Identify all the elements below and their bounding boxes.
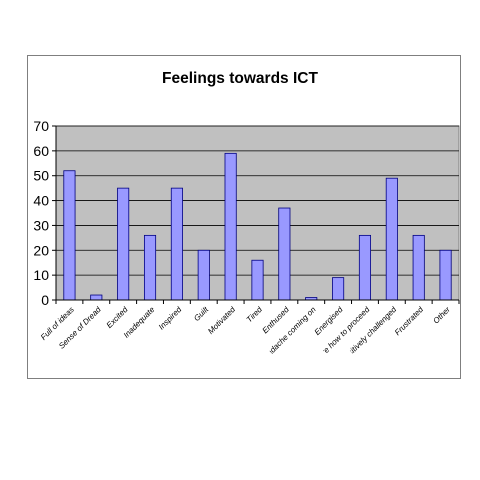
x-tick-label-14: Other (431, 305, 452, 326)
chart-title: Feelings towards ICT (162, 70, 318, 87)
x-tick-group-4: Inspired (157, 305, 184, 332)
bar-7 (251, 259, 264, 301)
bar-13 (412, 234, 425, 301)
x-tick-label-2: Excited (105, 305, 130, 330)
y-tick-label-70: 70 (33, 118, 49, 134)
x-tick-label-4: Inspired (157, 305, 184, 332)
axes (52, 125, 460, 304)
y-tick-label-30: 30 (33, 217, 49, 233)
y-tick-label-10: 10 (33, 267, 49, 283)
y-tick-label-60: 60 (33, 143, 49, 159)
y-tick-label-50: 50 (33, 168, 49, 184)
y-tick-label-20: 20 (33, 242, 49, 258)
x-tick-group-5: Guilt (192, 305, 211, 324)
x-tick-group-14: Other (431, 305, 452, 326)
bar-3 (143, 234, 157, 301)
bar-11 (358, 234, 372, 301)
y-tick-label-0: 0 (41, 292, 49, 308)
y-tick-labels: 0 10 20 30 40 50 60 70 (33, 118, 49, 308)
x-tick-group-13: Frustrated (393, 305, 426, 338)
x-tick-label-5: Guilt (192, 305, 211, 324)
x-tick-group-6: Motivated (206, 305, 237, 336)
bar-1 (90, 294, 103, 301)
x-tick-group-7: Tired (245, 305, 265, 325)
bar-12 (385, 177, 398, 301)
x-tick-label-6: Motivated (206, 305, 237, 336)
bar-0 (63, 170, 76, 301)
bar-2 (117, 187, 130, 301)
bar-8 (278, 207, 291, 301)
x-tick-label-7: Tired (245, 305, 265, 325)
bar-6 (224, 152, 237, 301)
x-tick-label-13: Frustrated (393, 305, 426, 338)
bar-14 (439, 249, 452, 301)
y-tick-label-40: 40 (33, 193, 49, 209)
bar-5 (197, 249, 210, 301)
bar-10 (332, 277, 345, 301)
bar-4 (170, 187, 183, 301)
x-tick-group-2: Excited (105, 305, 130, 330)
